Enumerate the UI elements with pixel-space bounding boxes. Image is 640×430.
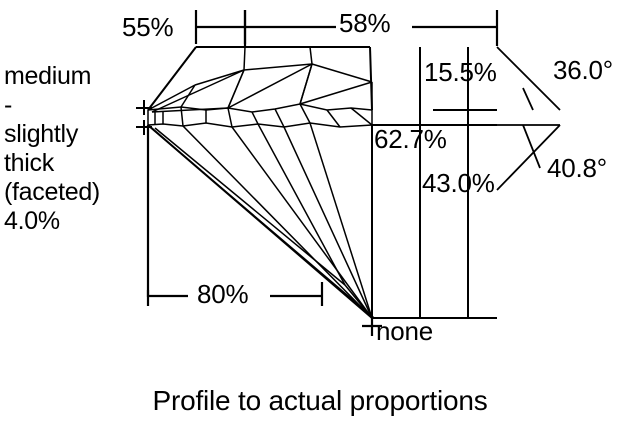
girdle-tick-markers — [136, 100, 152, 135]
crown-angle-label: 36.0° — [553, 55, 614, 85]
crown-angle-indicator — [496, 46, 561, 111]
culet-marker — [362, 316, 382, 336]
culet-label: none — [376, 316, 434, 346]
depth-dimension-rails — [372, 47, 497, 319]
diagram-caption: Profile to actual proportions — [152, 385, 488, 416]
table-percent-label: 55% — [122, 12, 174, 42]
girdle-band — [147, 103, 373, 128]
pavilion-depth-percent-label: 43.0% — [422, 168, 495, 198]
girdle-description-label: medium - slightly thick (faceted) 4.0% — [4, 62, 100, 235]
lower-half-percent-label: 80% — [197, 279, 249, 309]
pavilion-angle-indicator — [496, 124, 561, 191]
crown-height-percent-label: 15.5% — [424, 57, 497, 87]
pavilion-angle-label: 40.8° — [547, 153, 608, 183]
crown-facets — [147, 46, 373, 113]
lower-half-dimension-line — [146, 125, 324, 306]
diameter-percent-label: 58% — [339, 8, 391, 38]
crown-outline — [147, 46, 373, 111]
total-depth-percent-label: 62.7% — [374, 124, 447, 154]
table-dimension-line — [194, 10, 247, 44]
diameter-dimension-line — [243, 10, 499, 46]
pavilion-facets — [149, 122, 375, 319]
